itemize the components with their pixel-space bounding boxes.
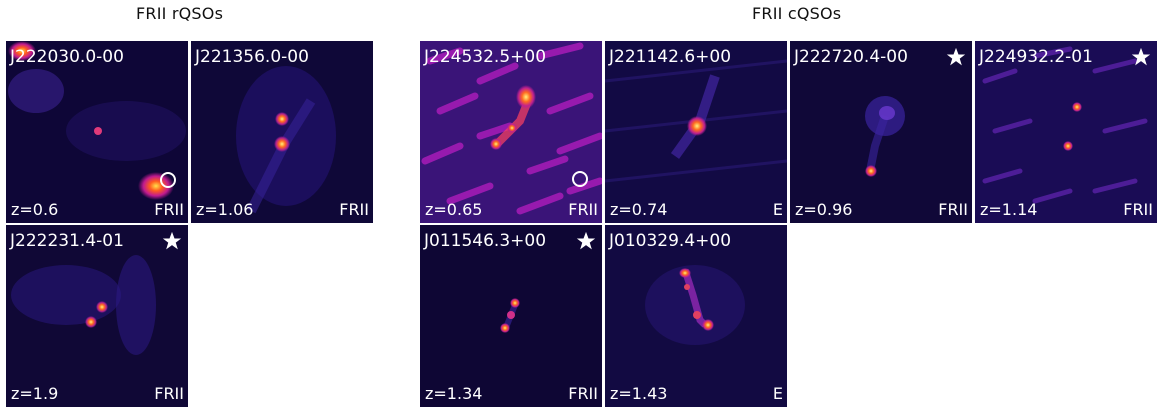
circle-marker-icon [160,172,176,188]
star-marker-icon [1131,47,1151,66]
radio-map-image [420,41,602,223]
redshift-label: z=0.96 [795,200,853,219]
radio-map-image [6,41,188,223]
radio-image-panel: J011546.3+00 z=1.34 FRII [420,225,602,407]
morphology-class-label: FRII [154,384,184,403]
morphology-class-label: FRII [568,200,598,219]
source-name: J221142.6+00 [609,47,732,67]
radio-image-panel: J222720.4-00 z=0.96 FRII [790,41,972,223]
redshift-label: z=1.06 [196,200,254,219]
rqso-group-title: FRII rQSOs [136,4,224,23]
redshift-label: z=0.6 [11,200,59,219]
radio-image-panel: J224532.5+00 z=0.65 FRII [420,41,602,223]
source-name: J222231.4-01 [10,231,124,251]
morphology-class-label: FRII [568,384,598,403]
morphology-class-label: FRII [1123,200,1153,219]
radio-image-panel: J221142.6+00 z=0.74 E [605,41,787,223]
morphology-class-label: FRII [938,200,968,219]
redshift-label: z=0.65 [425,200,483,219]
radio-image-panel: J221356.0-00 z=1.06 FRII [191,41,373,223]
redshift-label: z=1.43 [610,384,668,403]
source-name: J224532.5+00 [424,47,547,67]
source-name: J010329.4+00 [609,231,732,251]
morphology-class-label: E [772,200,783,219]
source-name: J224932.2-01 [979,47,1093,67]
redshift-label: z=1.9 [11,384,59,403]
radio-map-image [605,225,787,407]
redshift-label: z=1.34 [425,384,483,403]
radio-map-image [975,41,1157,223]
radio-image-panel: J010329.4+00 z=1.43 E [605,225,787,407]
star-marker-icon [162,231,182,250]
star-marker-icon [576,231,596,250]
radio-map-image [420,225,602,407]
source-name: J221356.0-00 [195,47,309,67]
radio-image-panel: J222030.0-00 z=0.6 FRII [6,41,188,223]
morphology-class-label: E [772,384,783,403]
radio-image-panel: J222231.4-01 z=1.9 FRII [6,225,188,407]
source-name: J011546.3+00 [424,231,547,251]
radio-image-panel: J224932.2-01 z=1.14 FRII [975,41,1157,223]
morphology-class-label: FRII [339,200,369,219]
redshift-label: z=1.14 [980,200,1038,219]
radio-map-image [6,225,188,407]
radio-map-image [191,41,373,223]
radio-map-image [605,41,787,223]
cqso-group-title: FRII cQSOs [752,4,842,23]
morphology-class-label: FRII [154,200,184,219]
star-marker-icon [946,47,966,66]
circle-marker-icon [572,171,588,187]
source-name: J222030.0-00 [10,47,124,67]
radio-map-image [790,41,972,223]
redshift-label: z=0.74 [610,200,668,219]
source-name: J222720.4-00 [794,47,908,67]
